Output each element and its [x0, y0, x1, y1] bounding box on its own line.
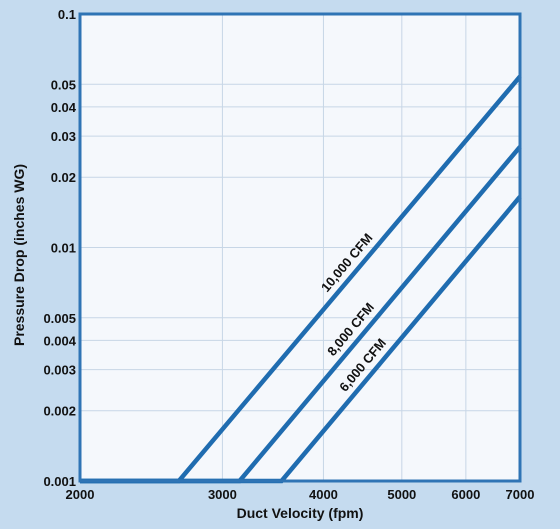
x-tick-label: 4000	[309, 487, 338, 502]
y-tick-label: 0.03	[51, 129, 76, 144]
y-tick-label: 0.05	[51, 77, 76, 92]
y-tick-label: 0.1	[58, 7, 76, 22]
y-tick-label: 0.003	[43, 363, 76, 378]
plot-frame	[78, 12, 522, 483]
y-tick-labels: 0.001 0.002 0.003 0.004 0.005 0.01 0.02 0.03 0.0…	[43, 7, 76, 489]
x-tick-label: 7000	[506, 487, 535, 502]
y-tick-label: 0.02	[51, 170, 76, 185]
x-axis-title: Duct Velocity (fpm)	[237, 505, 364, 521]
y-tick-label: 0.001	[43, 474, 76, 489]
x-tick-label: 6000	[451, 487, 480, 502]
y-tick-label: 0.04	[51, 100, 77, 115]
y-tick-label: 0.01	[51, 241, 76, 256]
y-axis-title: Pressure Drop (inches WG)	[11, 164, 27, 346]
x-tick-label: 3000	[208, 487, 237, 502]
y-tick-label: 0.005	[43, 311, 76, 326]
x-tick-labels: 2000 3000 4000 5000 6000 7000	[66, 487, 535, 502]
x-tick-label: 5000	[387, 487, 416, 502]
y-tick-label: 0.002	[43, 404, 76, 419]
x-tick-label: 2000	[66, 487, 95, 502]
y-tick-label: 0.004	[43, 333, 76, 348]
